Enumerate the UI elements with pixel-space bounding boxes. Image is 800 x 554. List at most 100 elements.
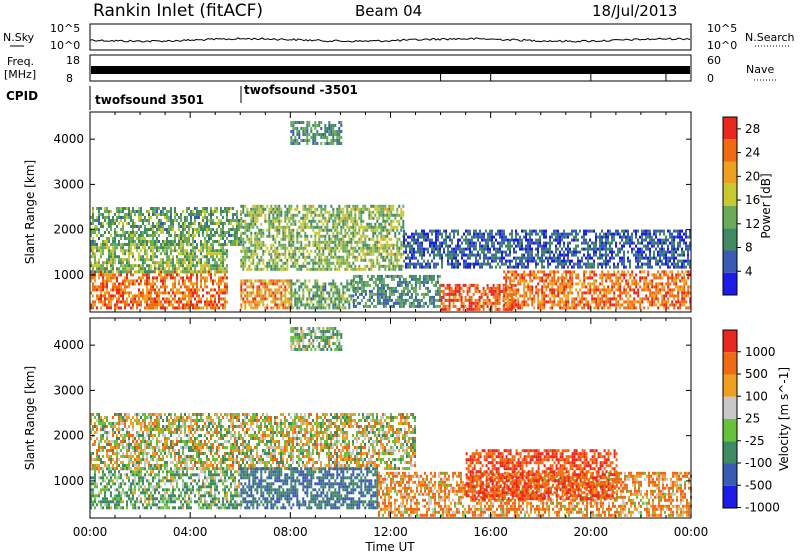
data-cell xyxy=(571,306,574,310)
data-cell xyxy=(110,228,112,231)
data-cell xyxy=(96,225,98,228)
data-cell xyxy=(336,261,339,265)
data-cell xyxy=(308,279,311,283)
data-cell xyxy=(571,285,574,289)
data-cell xyxy=(376,301,379,305)
data-cell xyxy=(114,273,116,277)
data-cell xyxy=(98,267,100,271)
data-cell xyxy=(222,297,224,301)
data-cell xyxy=(264,207,267,211)
data-cell xyxy=(464,295,467,299)
data-cell xyxy=(487,247,489,251)
data-cell xyxy=(98,258,100,262)
data-cell xyxy=(621,303,624,307)
data-cell xyxy=(260,258,263,262)
data-cell xyxy=(386,231,389,235)
data-cell xyxy=(156,276,158,280)
data-cell xyxy=(344,300,347,304)
data-cell xyxy=(430,280,433,284)
data-cell xyxy=(429,253,431,257)
data-cell xyxy=(146,279,148,283)
data-cell xyxy=(274,261,277,265)
data-cell xyxy=(188,243,190,247)
data-cell xyxy=(106,273,108,277)
data-cell xyxy=(368,295,371,299)
data-cell xyxy=(198,222,200,225)
data-cell xyxy=(112,273,114,277)
data-cell xyxy=(304,219,307,223)
data-cell xyxy=(561,276,564,280)
data-cell xyxy=(154,234,156,237)
data-cell xyxy=(458,286,461,290)
data-cell xyxy=(182,234,184,237)
data-cell xyxy=(92,222,94,225)
data-cell xyxy=(166,231,168,234)
data-cell xyxy=(492,292,495,296)
data-cell xyxy=(396,237,399,241)
data-cell xyxy=(188,258,190,262)
data-cell xyxy=(136,237,138,240)
data-cell xyxy=(246,291,249,295)
data-cell xyxy=(198,225,200,228)
data-cell xyxy=(685,270,688,274)
data-cell xyxy=(681,300,684,304)
data-cell xyxy=(262,234,265,238)
data-cell xyxy=(118,294,120,298)
data-cell xyxy=(407,256,409,260)
data-cell xyxy=(156,279,158,283)
data-cell xyxy=(545,276,548,280)
data-cell xyxy=(190,249,192,253)
data-cell xyxy=(266,219,269,223)
data-cell xyxy=(206,210,208,213)
data-cell xyxy=(595,285,598,289)
data-cell xyxy=(651,273,654,277)
data-cell xyxy=(110,261,112,265)
data-cell xyxy=(236,225,238,228)
data-cell xyxy=(585,270,588,274)
data-cell xyxy=(366,274,369,278)
data-cell xyxy=(422,292,425,296)
data-cell xyxy=(591,294,594,298)
data-cell xyxy=(410,274,413,278)
data-cell xyxy=(348,240,351,244)
data-cell xyxy=(170,228,172,231)
data-cell xyxy=(523,303,526,307)
data-cell xyxy=(461,253,463,257)
data-cell xyxy=(196,210,198,213)
data-cell xyxy=(629,294,632,298)
data-cell xyxy=(282,243,285,247)
data-cell xyxy=(421,232,423,236)
data-cell xyxy=(336,231,339,235)
data-cell xyxy=(461,241,463,245)
data-cell xyxy=(637,288,640,292)
data-cell xyxy=(116,243,118,246)
data-cell xyxy=(382,298,385,302)
data-cell xyxy=(384,219,387,223)
data-cell xyxy=(186,219,188,222)
data-cell xyxy=(384,213,387,217)
data-cell xyxy=(513,288,516,292)
data-cell xyxy=(192,240,194,243)
data-cell xyxy=(446,283,449,287)
data-cell xyxy=(198,249,200,253)
data-cell xyxy=(234,234,236,237)
noise-strip: N.Sky 10^5 10^0 10^5 10^0 N.Search xyxy=(3,22,795,52)
data-cell xyxy=(160,210,162,213)
data-cell xyxy=(681,279,684,283)
data-cell xyxy=(448,304,451,308)
data-cell xyxy=(457,232,459,236)
data-cell xyxy=(278,225,281,229)
data-cell xyxy=(413,253,415,257)
data-cell xyxy=(290,228,293,232)
data-cell xyxy=(322,264,325,268)
data-cell xyxy=(434,283,437,287)
data-cell xyxy=(437,238,439,242)
data-cell xyxy=(340,231,343,235)
data-cell xyxy=(413,235,415,239)
data-cell xyxy=(168,264,170,268)
data-cell xyxy=(126,273,128,277)
data-cell xyxy=(368,258,371,262)
data-cell xyxy=(378,277,381,281)
data-cell xyxy=(210,237,212,240)
data-cell xyxy=(224,207,226,210)
